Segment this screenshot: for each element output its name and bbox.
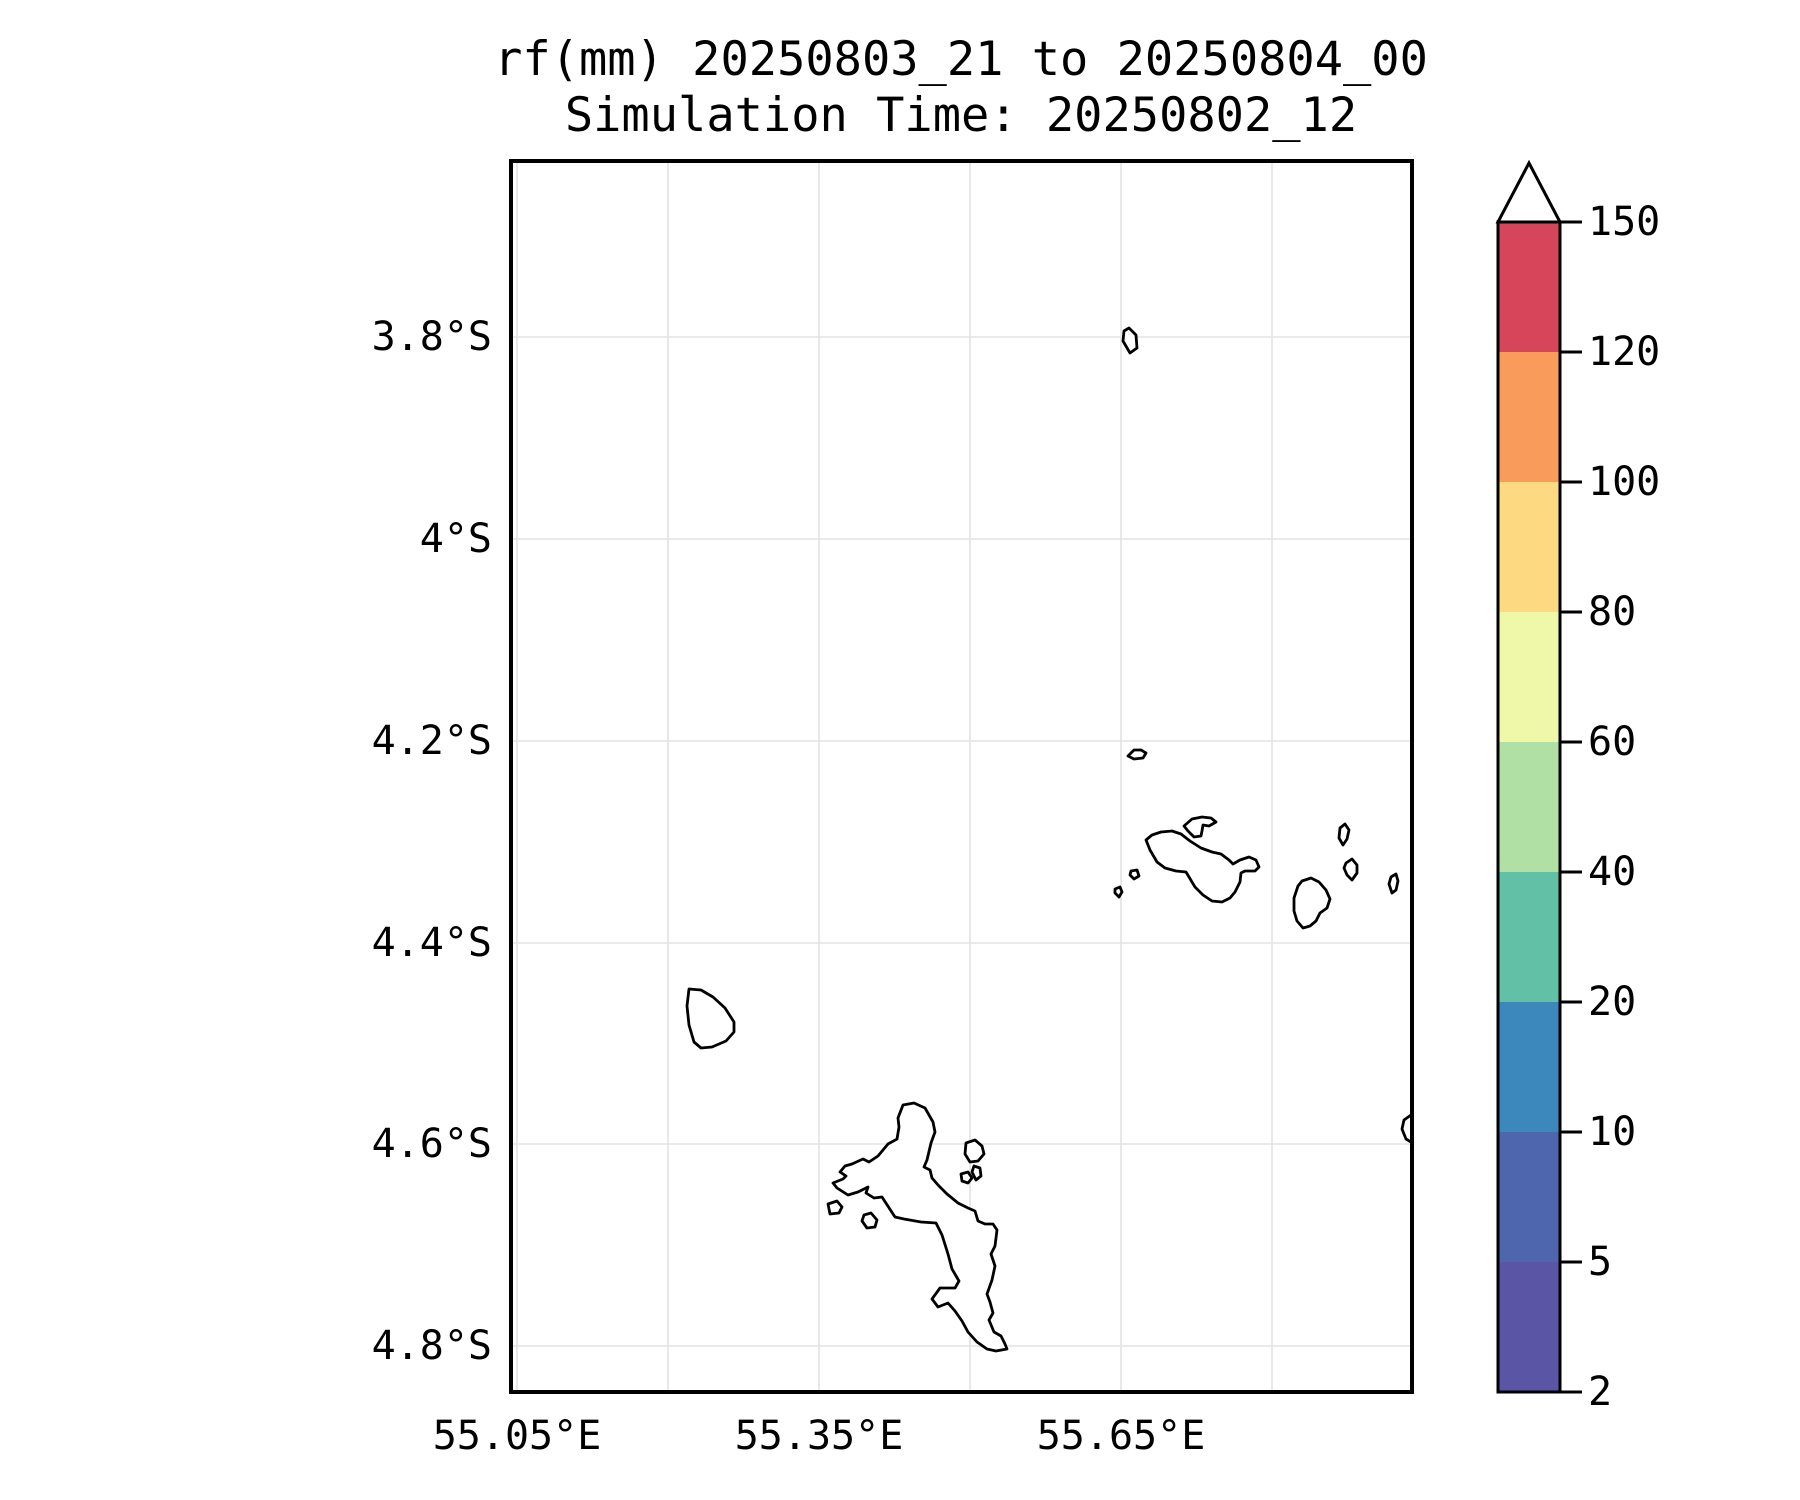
grande-soeur-island-coastline <box>1342 857 1359 882</box>
cbar-tick-80: 80 <box>1588 589 1637 635</box>
cbar-tick-10: 10 <box>1588 1109 1637 1155</box>
denis-island-coastline <box>1121 326 1139 355</box>
plot-subtitle: Simulation Time: 20250802_12 <box>564 88 1358 143</box>
colorbar-tick-marks <box>1560 220 1582 1394</box>
y-tick-4.6s: 4.6°S <box>371 1121 492 1167</box>
y-tick-4.2s: 4.2°S <box>371 718 492 764</box>
aride-island-coastline <box>1126 748 1148 761</box>
cbar-tick-40: 40 <box>1588 849 1637 895</box>
y-tick-3.8s: 3.8°S <box>371 314 492 360</box>
la-digue-island-coastline <box>1292 876 1332 930</box>
cbar-tick-20: 20 <box>1588 979 1637 1025</box>
ste-anne-island-coastline <box>963 1138 986 1164</box>
colorbar-segments <box>1498 222 1560 1392</box>
colorbar-segment-10-20 <box>1498 1002 1560 1132</box>
felicite-island-coastline <box>1337 822 1351 847</box>
cerf-island-coastline <box>959 1170 974 1185</box>
cbar-tick-150: 150 <box>1588 199 1661 245</box>
marianne-island-coastline <box>1387 872 1400 895</box>
cbar-tick-120: 120 <box>1588 329 1661 375</box>
colorbar-segment-100-120 <box>1498 352 1560 482</box>
colorbar-segment-20-40 <box>1498 872 1560 1002</box>
y-tick-4s: 4°S <box>419 516 492 562</box>
mahe-island-coastline <box>831 1101 1009 1353</box>
coastlines-layer <box>685 326 1412 1353</box>
colorbar-segment-5-10 <box>1498 1132 1560 1262</box>
x-tick-55.05e: 55.05°E <box>432 1413 602 1459</box>
colorbar-outline <box>1496 220 1562 1394</box>
map-frame <box>509 159 1414 1394</box>
y-tick-4.4s: 4.4°S <box>371 920 492 966</box>
cousin-island-coastline <box>1128 868 1141 881</box>
colorbar-over-arrow <box>1495 159 1563 224</box>
praslin-island-coastline <box>1144 829 1261 904</box>
cbar-tick-2: 2 <box>1588 1369 1613 1415</box>
colorbar-segment-40-60 <box>1498 742 1560 872</box>
colorbar-segment-2-5 <box>1498 1262 1560 1392</box>
cousine-island-coastline <box>1113 885 1124 899</box>
colorbar-segment-80-100 <box>1498 482 1560 612</box>
colorbar-segment-60-80 <box>1498 612 1560 742</box>
lat-lon-gridlines <box>511 161 1412 1392</box>
fregate-island-clipped-coastline <box>1400 1113 1412 1144</box>
cbar-tick-60: 60 <box>1588 719 1637 765</box>
long-island-coastline <box>970 1164 983 1182</box>
x-tick-55.65e: 55.65°E <box>1036 1413 1206 1459</box>
cbar-tick-100: 100 <box>1588 459 1661 505</box>
therese-island-coastline <box>826 1199 844 1216</box>
x-tick-55.35e: 55.35°E <box>734 1413 904 1459</box>
y-tick-4.8s: 4.8°S <box>371 1323 492 1369</box>
conception-island-coastline <box>860 1211 879 1230</box>
colorbar-segment-120-150 <box>1498 222 1560 352</box>
plot-title: rf(mm) 20250803_21 to 20250804_00 <box>494 32 1428 87</box>
silhouette-island-coastline <box>685 987 736 1050</box>
curieuse-island-coastline <box>1182 815 1218 839</box>
cbar-tick-5: 5 <box>1588 1239 1613 1285</box>
